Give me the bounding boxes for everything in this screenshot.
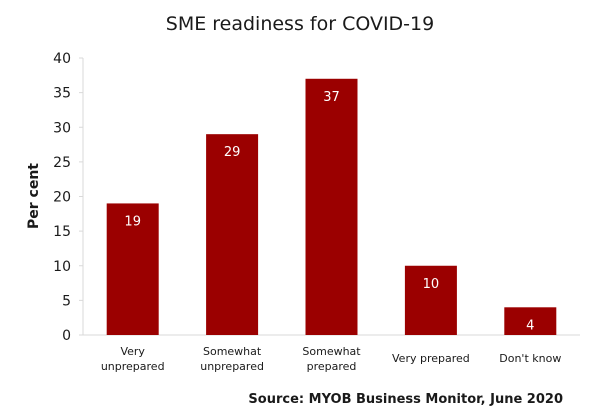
bar — [206, 134, 259, 335]
data-label: 4 — [526, 318, 534, 333]
y-tick-label: 35 — [53, 86, 71, 102]
y-tick-label: 30 — [53, 120, 71, 136]
data-label: 19 — [124, 214, 141, 229]
x-category-label: unprepared — [101, 360, 165, 373]
x-category-label: prepared — [307, 360, 357, 373]
y-tick-label: 10 — [53, 259, 71, 275]
data-label: 10 — [423, 277, 440, 292]
y-axis-label: Per cent — [26, 163, 42, 229]
y-tick-label: 25 — [53, 155, 71, 171]
x-category-label: unprepared — [200, 360, 264, 373]
bars: 19 29 37 10 4 — [106, 78, 557, 336]
y-tick-label: 40 — [53, 51, 71, 67]
y-tick-label: 15 — [53, 224, 71, 240]
x-category-label: Somewhat — [203, 345, 262, 358]
data-label: 29 — [224, 145, 241, 160]
bar — [106, 203, 159, 335]
x-category-label: Don't know — [499, 352, 561, 365]
chart-title: SME readiness for COVID-19 — [166, 13, 434, 35]
bar — [504, 307, 557, 335]
source-note: Source: MYOB Business Monitor, June 2020 — [248, 392, 563, 407]
y-tick-label: 0 — [62, 328, 71, 344]
y-tick-label: 5 — [62, 293, 71, 309]
x-category-label: Very — [120, 345, 145, 358]
y-tick-label: 20 — [53, 190, 71, 206]
bar — [305, 78, 358, 336]
data-label: 37 — [323, 90, 340, 105]
x-axis-categories: Very unprepared Somewhat unprepared Somewhat… — [101, 345, 562, 373]
y-axis-ticks: 0 5 10 15 20 25 30 35 40 — [53, 51, 83, 344]
bar — [404, 265, 457, 335]
x-category-label: Very prepared — [392, 352, 470, 365]
x-category-label: Somewhat — [302, 345, 361, 358]
